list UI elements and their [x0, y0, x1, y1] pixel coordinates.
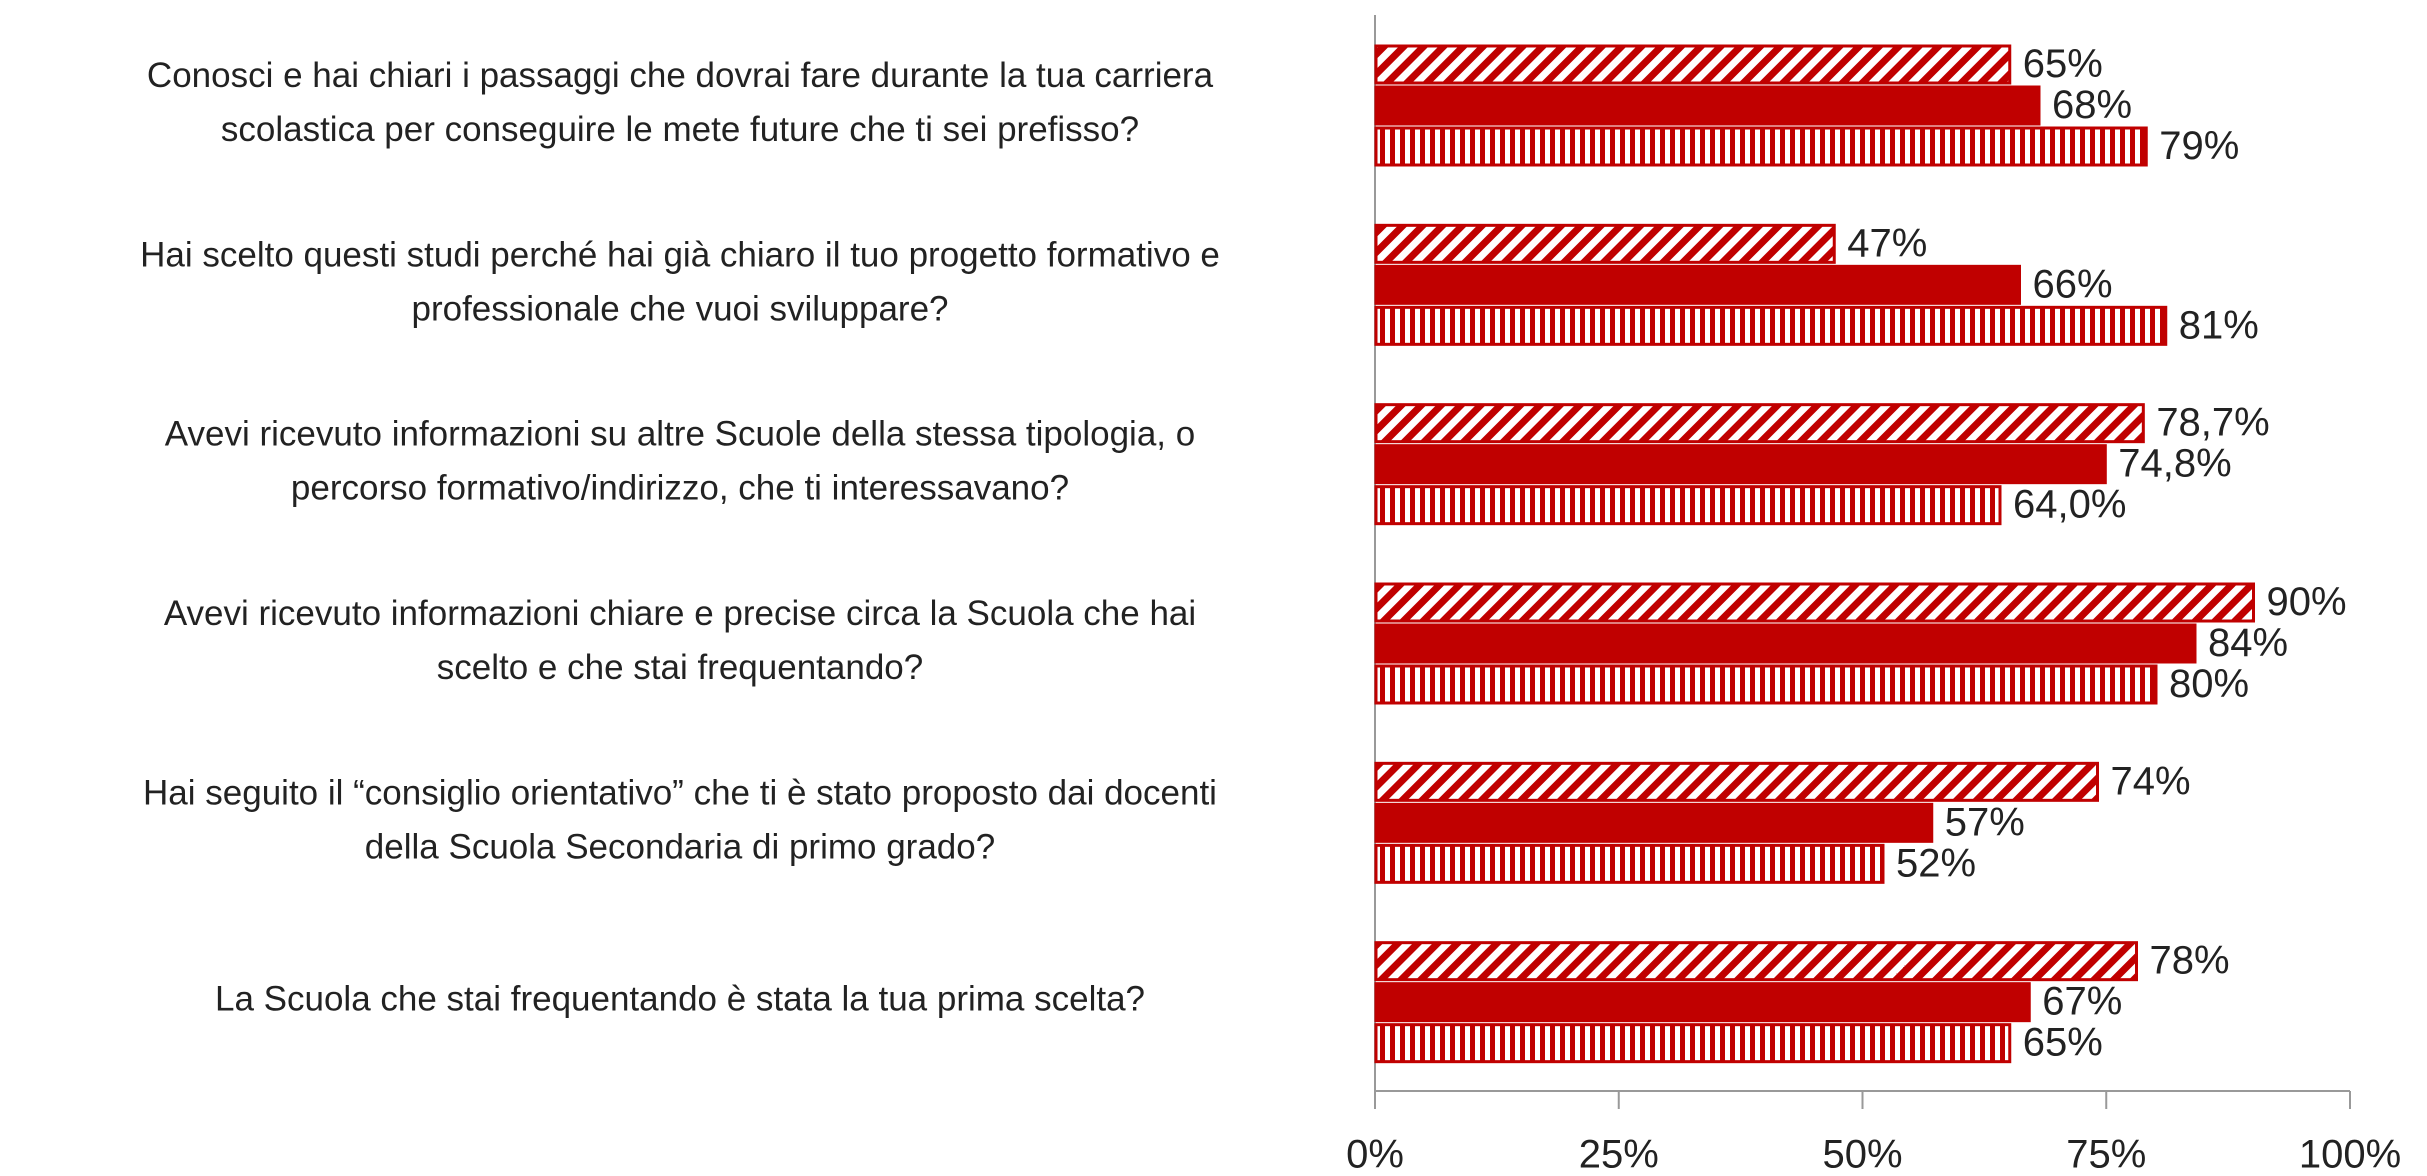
category-label: professionale che vuoi sviluppare? — [412, 289, 949, 328]
bar — [1374, 843, 1885, 884]
category-label: Hai scelto questi studi perché hai già c… — [140, 235, 1220, 274]
bar — [1374, 982, 2031, 1023]
data-label: 57% — [1945, 800, 2025, 844]
data-label: 67% — [2042, 980, 2122, 1024]
bar — [1374, 85, 2041, 126]
x-tick-label: 50% — [1822, 1133, 1902, 1176]
x-tick-label: 25% — [1579, 1133, 1659, 1176]
category-label: Hai seguito il “consiglio orientativo” c… — [143, 773, 1217, 812]
data-label: 90% — [2267, 580, 2347, 624]
data-label: 74,8% — [2118, 442, 2231, 486]
bar — [1374, 623, 2197, 664]
category-label: scolastica per conseguire le mete future… — [221, 110, 1139, 149]
category-label: della Scuola Secondaria di primo grado? — [365, 827, 995, 866]
category-label: Avevi ricevuto informazioni chiare e pre… — [164, 594, 1196, 633]
bar — [1374, 305, 2168, 346]
data-label: 47% — [1847, 221, 1927, 265]
data-label: 68% — [2052, 83, 2132, 127]
x-tick-label: 0% — [1346, 1133, 1404, 1176]
category-label: percorso formativo/indirizzo, che ti int… — [291, 469, 1069, 508]
data-label: 78% — [2150, 939, 2230, 983]
data-label: 52% — [1896, 841, 1976, 885]
bar — [1374, 485, 2002, 526]
data-label: 78,7% — [2156, 401, 2269, 445]
bar — [1374, 582, 2255, 623]
data-label: 81% — [2179, 303, 2259, 347]
category-label: Avevi ricevuto informazioni su altre Scu… — [165, 415, 1195, 454]
bar — [1374, 664, 2158, 705]
bar — [1374, 264, 2021, 305]
bar — [1374, 44, 2012, 85]
bar — [1374, 1023, 2012, 1064]
bar — [1374, 126, 2148, 167]
data-label: 65% — [2023, 42, 2103, 86]
category-label: scelto e che stai frequentando? — [437, 648, 923, 687]
data-label: 79% — [2159, 124, 2239, 168]
data-label: 65% — [2023, 1021, 2103, 1065]
data-label: 84% — [2208, 621, 2288, 665]
data-label: 66% — [2033, 262, 2113, 306]
bar — [1374, 802, 1934, 843]
bar — [1374, 223, 1836, 264]
x-tick-label: 75% — [2066, 1133, 2146, 1176]
category-label: Conosci e hai chiari i passaggi che dovr… — [147, 56, 1214, 95]
bar — [1374, 761, 2099, 802]
data-label: 74% — [2111, 759, 2191, 803]
data-label: 80% — [2169, 662, 2249, 706]
data-label: 64,0% — [2013, 483, 2126, 527]
category-label: La Scuola che stai frequentando è stata … — [215, 980, 1145, 1019]
bar — [1374, 444, 2107, 485]
x-tick-label: 100% — [2299, 1133, 2401, 1176]
bar — [1374, 941, 2138, 982]
bar — [1374, 403, 2145, 444]
